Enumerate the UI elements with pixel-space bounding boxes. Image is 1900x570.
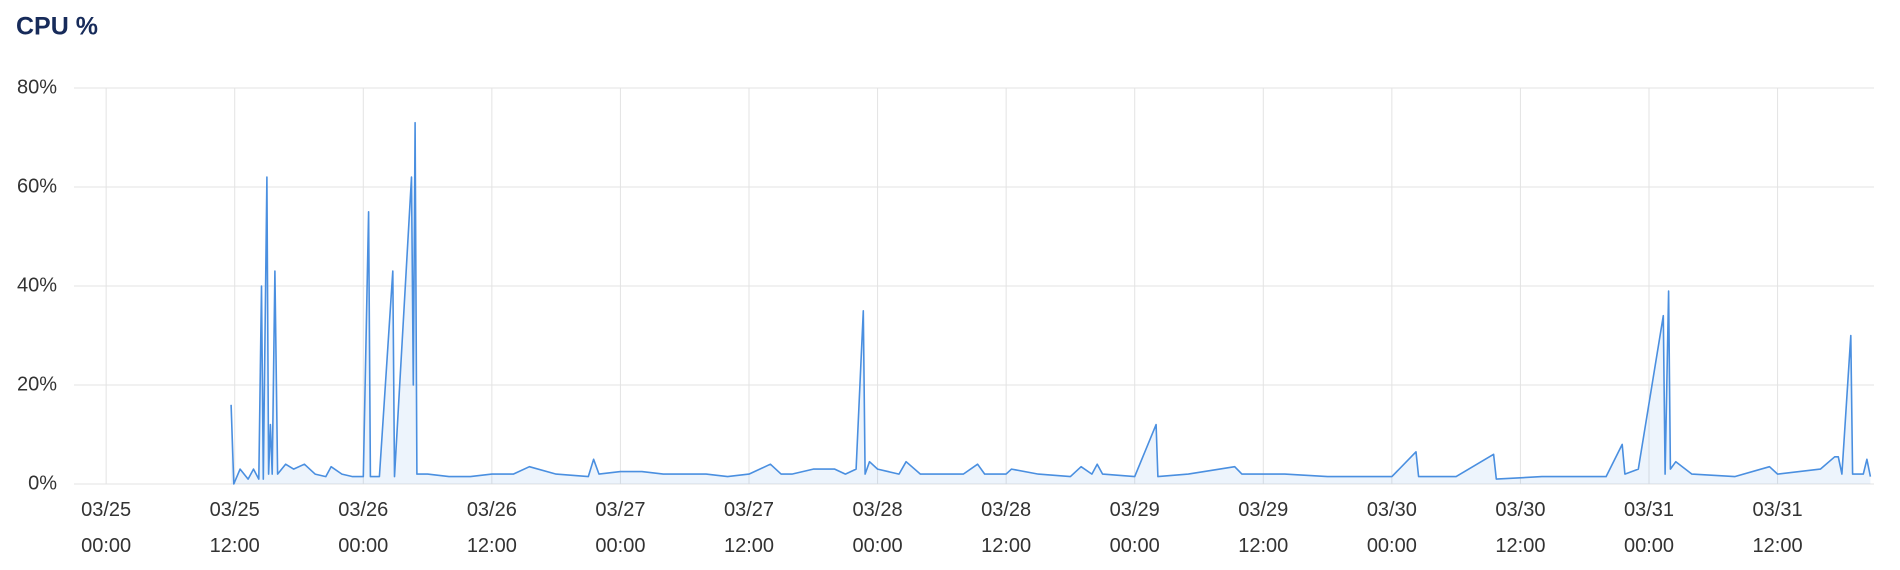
x-tick-label: 03/29 00:00 <box>1109 499 1160 557</box>
line <box>230 121 1872 485</box>
y-tick-label: 20% <box>17 373 57 395</box>
x-tick-label: 03/31 00:00 <box>1623 499 1675 557</box>
x-tick-label: 03/28 12:00 <box>981 499 1032 557</box>
x-tick-label: 03/27 12:00 <box>723 499 775 557</box>
x-tick-label: 03/27 00:00 <box>595 499 646 557</box>
x-tick-label: 03/25 12:00 <box>209 499 260 557</box>
y-tick-label: 80% <box>17 76 57 98</box>
x-tick-label: 03/26 12:00 <box>466 499 517 557</box>
area <box>231 122 1871 484</box>
x-tick-label: 03/29 12:00 <box>1238 499 1289 557</box>
x-tick-label: 03/31 12:00 <box>1752 499 1803 557</box>
x-tick-label: 03/26 00:00 <box>338 499 389 557</box>
y-tick-label: 60% <box>17 175 57 197</box>
x-tick-label: 03/30 12:00 <box>1495 499 1546 557</box>
y-tick-label: 40% <box>17 274 57 296</box>
x-tick-label: 03/28 00:00 <box>852 499 903 557</box>
x-tick-label: 03/25 00:00 <box>81 499 132 557</box>
y-tick-label: 0% <box>28 472 57 494</box>
chart-title: CPU % <box>16 13 98 41</box>
x-tick-label: 03/30 00:00 <box>1366 499 1417 557</box>
